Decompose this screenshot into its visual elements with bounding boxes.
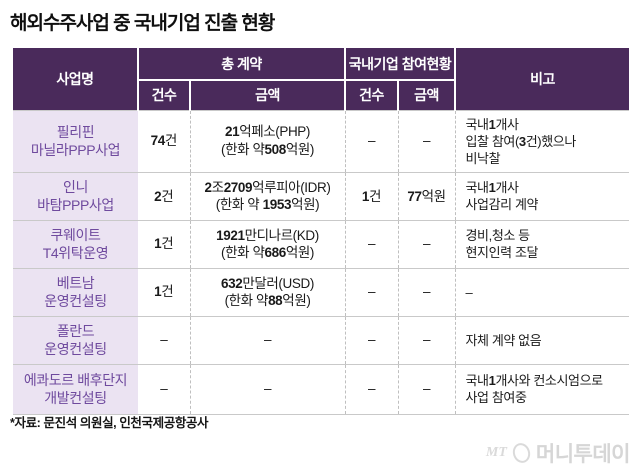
cell-total-amount: 21억페소(PHP) (한화 약508억원) xyxy=(189,109,345,173)
table-row: 베트남 운영컨설팅 1건 632만달러(USD) (한화 약88억원) – – – xyxy=(13,267,629,317)
header-row-groups: 사업명 총 계약 국내기업 참여현황 비고 xyxy=(13,48,629,110)
moneytoday-logo: MT 머니투데이 xyxy=(485,438,631,468)
cell-domestic-amount: – xyxy=(397,267,455,317)
cell-total-count: 1건 xyxy=(138,219,190,269)
header-project: 사업명 xyxy=(13,48,138,110)
table-row: 인니 바탐PPP사업 2건 2조2709억루피아(IDR) (한화 약 1953억원) 1… xyxy=(13,171,629,221)
cell-total-amount: 1921만디나르(KD) (한화 약686억원) xyxy=(189,219,345,269)
cell-remarks: 자체 계약 없음 xyxy=(454,315,629,365)
logo-brand-name: 머니투데이 xyxy=(535,443,631,466)
logo-circle-icon xyxy=(510,440,533,466)
table-body: 필리핀 마닐라PPP사업 74건 21억페소(PHP) (한화 약508억원) – – 국내1… xyxy=(13,109,629,415)
cell-domestic-count: – xyxy=(344,109,398,173)
source-note: *자료: 문진석 의원실, 인천국제공항공사 xyxy=(10,416,209,430)
cell-total-amount: – xyxy=(189,315,345,365)
header-total-contract: 총 계약 xyxy=(137,48,345,81)
table-row: 폴란드 운영컨설팅 – – – – 자체 계약 없음 xyxy=(13,315,629,365)
cell-total-count: – xyxy=(138,315,190,365)
cell-domestic-amount: – xyxy=(397,109,455,173)
cell-project: 필리핀 마닐라PPP사업 xyxy=(13,109,138,173)
cell-domestic-count: – xyxy=(344,219,398,269)
cell-remarks: – xyxy=(454,267,629,317)
page-title: 해외수주사업 중 국내기업 진출 현황 xyxy=(10,13,275,34)
table-row: 필리핀 마닐라PPP사업 74건 21억페소(PHP) (한화 약508억원) – – 국내1… xyxy=(13,109,629,173)
cell-domestic-amount: – xyxy=(397,219,455,269)
cell-domestic-count: – xyxy=(344,363,398,415)
table-header: 사업명 총 계약 국내기업 참여현황 비고 건수 금액 건수 금액 xyxy=(13,48,629,110)
cell-project: 쿠웨이트 T4위탁운영 xyxy=(13,219,138,269)
cell-total-count: 1건 xyxy=(138,267,190,317)
cell-total-amount: 632만달러(USD) (한화 약88억원) xyxy=(189,267,345,317)
cell-project: 인니 바탐PPP사업 xyxy=(13,171,138,221)
header-domestic-participation: 국내기업 참여현황 xyxy=(344,48,455,81)
cell-total-amount: – xyxy=(189,363,345,415)
cell-domestic-amount: – xyxy=(397,363,455,415)
cell-domestic-count: – xyxy=(344,267,398,317)
logo-mt-text: MT xyxy=(485,445,507,460)
cell-domestic-count: – xyxy=(344,315,398,365)
table-row: 에콰도르 배후단지 개발컨설팅 – – – – 국내1개사와 컨소시엄으로 사업 참여중 xyxy=(13,363,629,415)
cell-total-amount: 2조2709억루피아(IDR) (한화 약 1953억원) xyxy=(189,171,345,221)
cell-remarks: 경비,청소 등 현지인력 조달 xyxy=(454,219,629,269)
cell-total-count: – xyxy=(138,363,190,415)
cell-remarks: 국내1개사 사업감리 계약 xyxy=(454,171,629,221)
cell-total-count: 2건 xyxy=(138,171,190,221)
cell-total-count: 74건 xyxy=(138,109,190,173)
cell-project: 폴란드 운영컨설팅 xyxy=(13,315,138,365)
cell-domestic-amount: 77억원 xyxy=(397,171,455,221)
header-total-count: 건수 xyxy=(137,80,190,110)
header-row-subcolumns: 건수 금액 건수 금액 xyxy=(13,80,629,110)
cell-domestic-amount: – xyxy=(397,315,455,365)
cell-project: 베트남 운영컨설팅 xyxy=(13,267,138,317)
header-remarks: 비고 xyxy=(454,48,629,110)
cell-remarks: 국내1개사 입찰 참여(3건)했으나 비낙찰 xyxy=(454,109,629,173)
header-domestic-count: 건수 xyxy=(344,80,398,110)
cell-project: 에콰도르 배후단지 개발컨설팅 xyxy=(13,363,138,415)
header-total-amount: 금액 xyxy=(189,80,345,110)
projects-table: 사업명 총 계약 국내기업 참여현황 비고 건수 금액 건수 금액 필리핀 마닐라… xyxy=(13,48,629,415)
cell-remarks: 국내1개사와 컨소시엄으로 사업 참여중 xyxy=(454,363,629,415)
header-domestic-amount: 금액 xyxy=(397,80,455,110)
table-row: 쿠웨이트 T4위탁운영 1건 1921만디나르(KD) (한화 약686억원) – – 경비,… xyxy=(13,219,629,269)
cell-domestic-count: 1건 xyxy=(344,171,398,221)
